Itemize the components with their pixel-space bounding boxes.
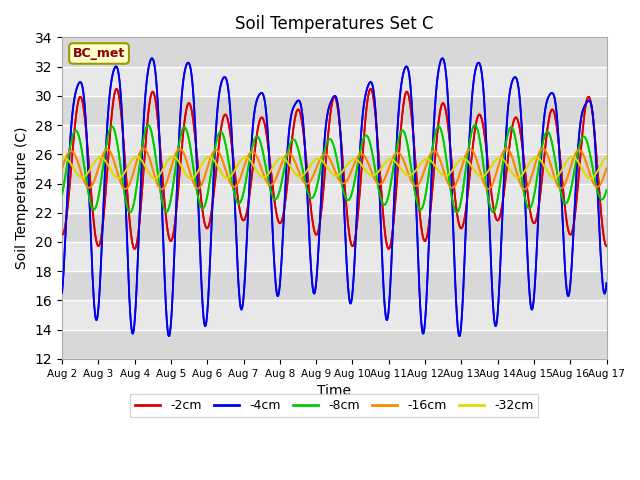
-32cm xyxy=(151,176,159,181)
-16cm xyxy=(438,163,446,169)
-16cm xyxy=(603,166,611,171)
-4cm xyxy=(438,56,446,61)
Line: -2cm: -2cm xyxy=(62,89,607,249)
Line: -16cm: -16cm xyxy=(62,148,607,189)
-16cm xyxy=(58,166,66,171)
-8cm xyxy=(58,192,66,197)
Title: Soil Temperatures Set C: Soil Temperatures Set C xyxy=(235,15,433,33)
-4cm xyxy=(456,333,463,339)
-4cm xyxy=(403,64,411,70)
-32cm xyxy=(508,169,515,175)
-8cm xyxy=(603,187,611,193)
-32cm xyxy=(58,156,66,161)
-8cm xyxy=(438,131,446,136)
X-axis label: Time: Time xyxy=(317,384,351,398)
-8cm xyxy=(453,210,461,216)
Bar xyxy=(62,37,607,67)
-8cm xyxy=(438,130,445,135)
-32cm xyxy=(438,172,446,178)
-32cm xyxy=(231,167,239,173)
-32cm xyxy=(467,163,475,168)
Bar xyxy=(62,183,607,213)
Bar xyxy=(62,300,607,330)
-2cm xyxy=(385,246,392,252)
-4cm xyxy=(438,55,446,61)
-2cm xyxy=(113,86,120,92)
-16cm xyxy=(140,145,147,151)
Bar xyxy=(62,125,607,154)
-2cm xyxy=(58,232,66,238)
-16cm xyxy=(158,186,166,192)
Bar xyxy=(62,96,607,125)
-2cm xyxy=(231,170,239,176)
-32cm xyxy=(438,172,446,178)
Bar xyxy=(62,242,607,271)
Legend: -2cm, -4cm, -8cm, -16cm, -32cm: -2cm, -4cm, -8cm, -16cm, -32cm xyxy=(130,394,538,417)
-16cm xyxy=(508,153,515,159)
-16cm xyxy=(438,164,446,170)
-8cm xyxy=(403,139,411,145)
-4cm xyxy=(438,56,445,61)
-2cm xyxy=(508,128,515,133)
-4cm xyxy=(467,104,475,109)
-8cm xyxy=(508,124,515,130)
Line: -8cm: -8cm xyxy=(62,125,607,213)
-32cm xyxy=(404,172,412,178)
Text: BC_met: BC_met xyxy=(73,47,125,60)
Line: -4cm: -4cm xyxy=(62,58,607,336)
-2cm xyxy=(404,89,412,95)
-16cm xyxy=(404,168,412,174)
Bar xyxy=(62,154,607,183)
Bar xyxy=(62,213,607,242)
-8cm xyxy=(467,131,475,137)
-16cm xyxy=(467,147,475,153)
-8cm xyxy=(471,122,479,128)
-2cm xyxy=(603,243,611,249)
-8cm xyxy=(231,192,239,198)
Y-axis label: Soil Temperature (C): Soil Temperature (C) xyxy=(15,127,29,269)
-4cm xyxy=(603,280,611,286)
Bar xyxy=(62,67,607,96)
-16cm xyxy=(231,184,239,190)
-2cm xyxy=(438,101,446,107)
-4cm xyxy=(508,80,515,86)
-4cm xyxy=(231,198,239,204)
Bar xyxy=(62,330,607,359)
-2cm xyxy=(467,157,475,163)
-2cm xyxy=(438,101,446,107)
-32cm xyxy=(603,154,611,160)
Bar xyxy=(62,271,607,300)
-32cm xyxy=(169,154,177,159)
Line: -32cm: -32cm xyxy=(62,156,607,179)
-4cm xyxy=(58,290,66,296)
